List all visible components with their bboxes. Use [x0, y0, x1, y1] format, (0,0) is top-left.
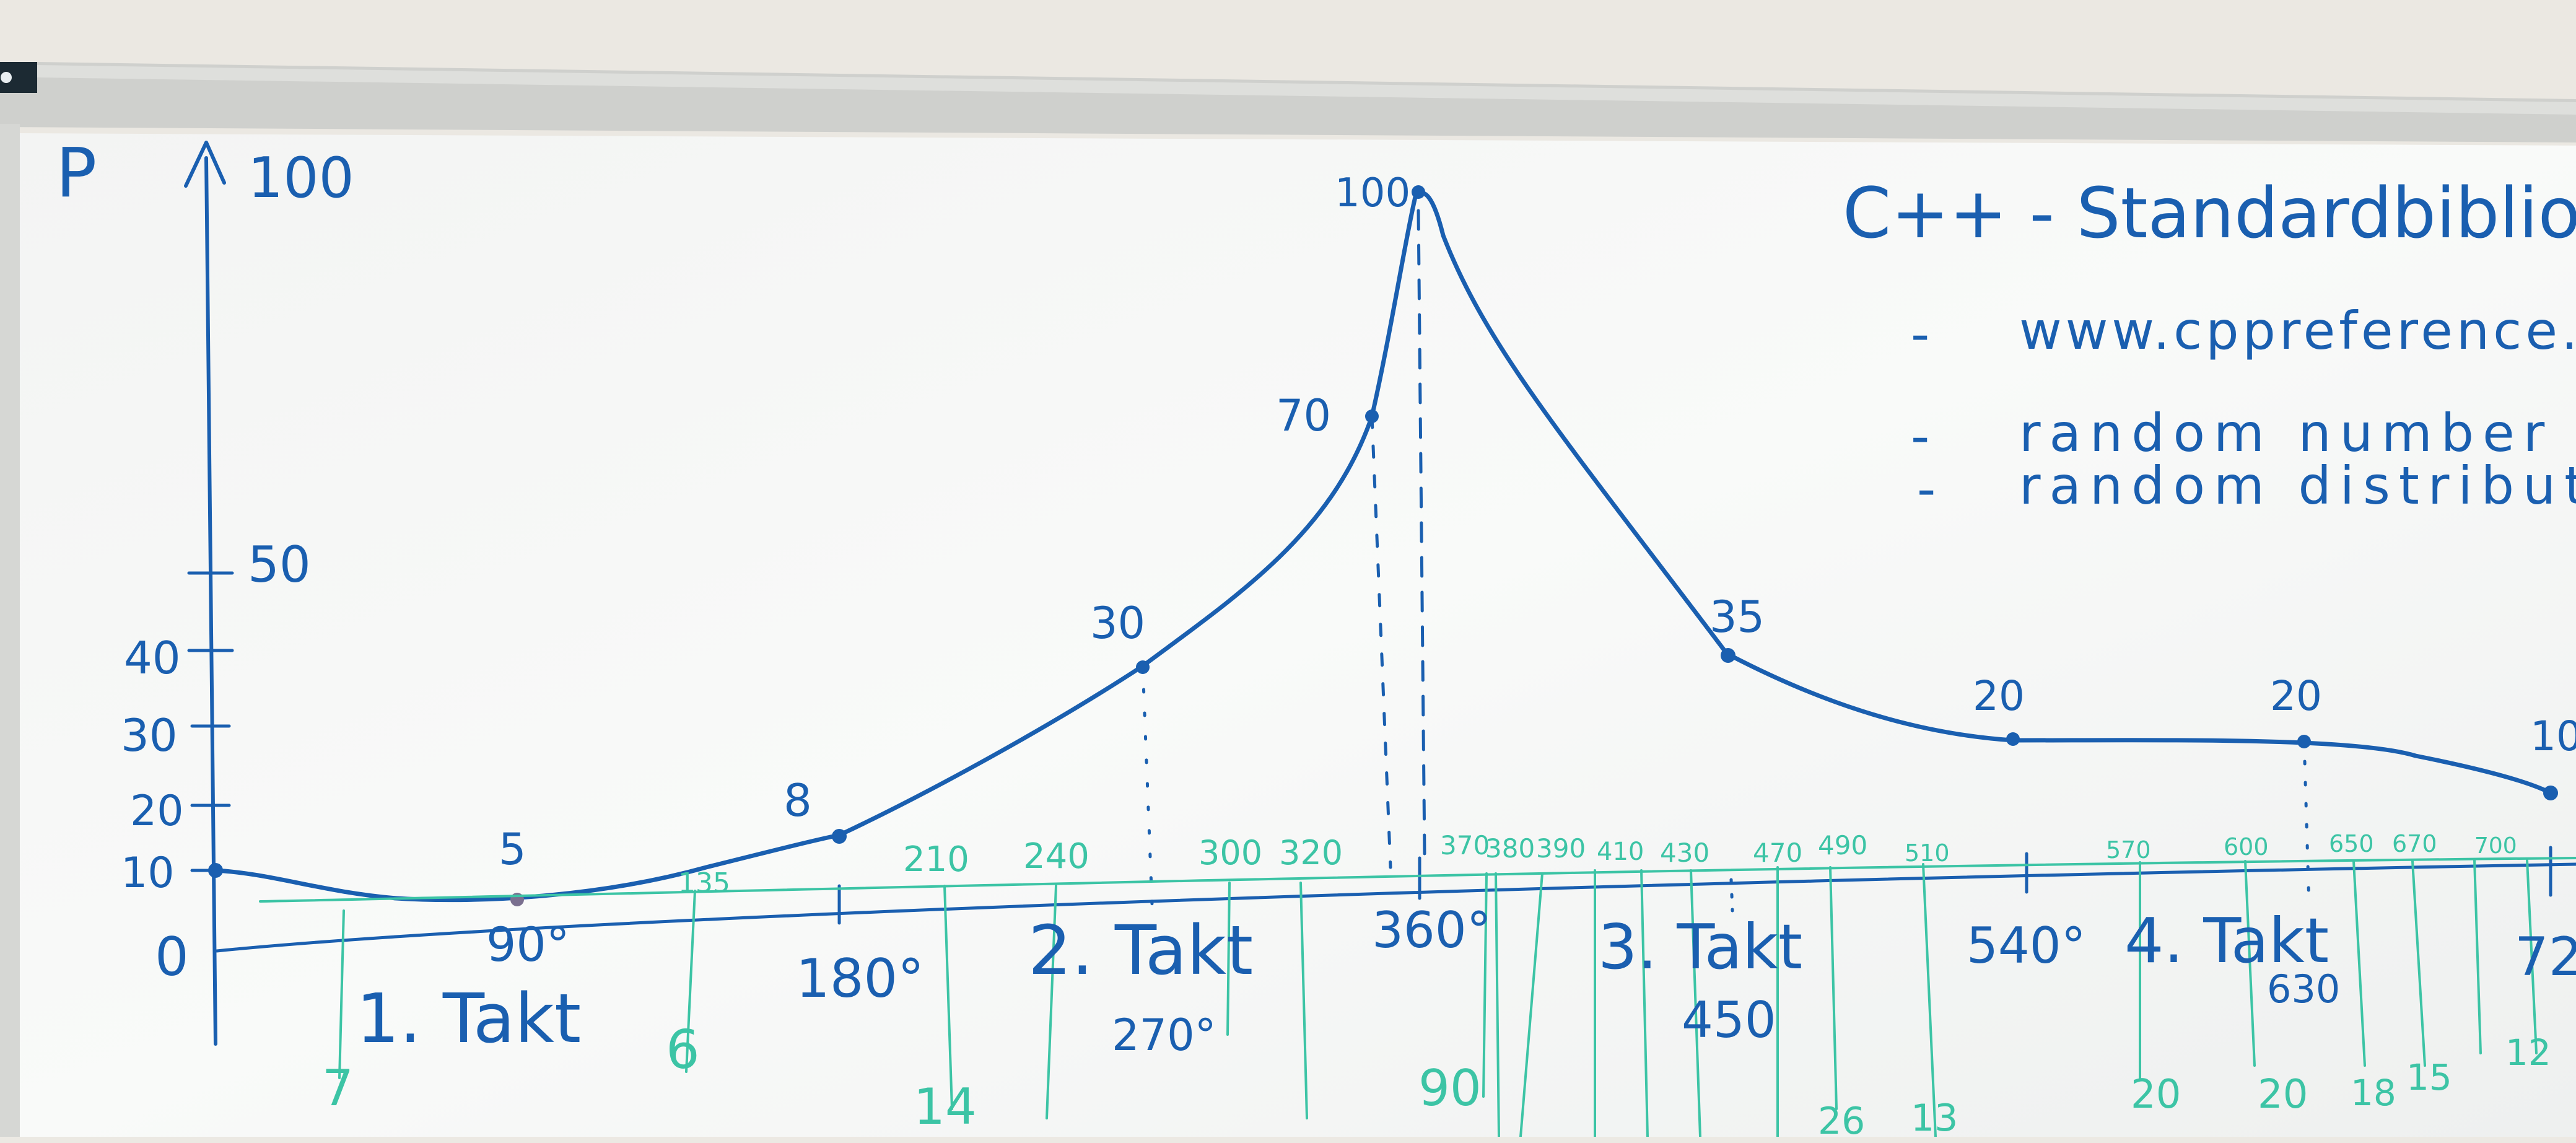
- green-label: 14: [914, 1078, 977, 1136]
- point-label-70: 70: [1276, 390, 1332, 441]
- point-label-100: 100: [1335, 170, 1411, 216]
- note-text: random distribut: [2019, 455, 2576, 516]
- y-tick-20: 20: [130, 787, 184, 836]
- green-label: 410: [1597, 838, 1644, 866]
- green-label: 15: [2406, 1056, 2452, 1098]
- green-label: 20: [2131, 1072, 2181, 1118]
- angle-360: 360°: [1372, 901, 1491, 959]
- green-label: 380: [1485, 833, 1535, 864]
- y-tick-0: 0: [155, 926, 189, 988]
- note-text: random number g: [2019, 403, 2576, 463]
- takt-1: 1. Takt: [356, 979, 582, 1058]
- green-label: 12: [2505, 1031, 2551, 1074]
- green-label: 650: [2329, 830, 2374, 857]
- green-label: 700: [2474, 833, 2517, 859]
- point-label-10: 10: [2530, 712, 2576, 760]
- note-bullet: -: [1911, 304, 1930, 364]
- point-label-35: 35: [1709, 592, 1765, 642]
- green-label: 18: [2351, 1072, 2396, 1114]
- green-label: 7: [322, 1059, 354, 1117]
- y-tick-50: 50: [248, 536, 311, 593]
- green-label: 210: [903, 839, 969, 880]
- angle-540: 540°: [1967, 917, 2086, 974]
- green-label: 6: [666, 1019, 700, 1081]
- green-label: 600: [2224, 833, 2269, 861]
- green-label: 13: [1911, 1097, 1958, 1140]
- takt-4: 4. Takt: [2124, 904, 2329, 977]
- green-label: 510: [1905, 839, 1950, 867]
- angle-720: 72: [2515, 926, 2576, 988]
- y-axis-label: P: [56, 133, 97, 212]
- green-label: 470: [1753, 838, 1803, 868]
- y-tick-10: 10: [121, 849, 175, 898]
- green-axis: [259, 857, 2576, 903]
- point-label-20a: 20: [1973, 672, 2025, 720]
- y-tick-100: 100: [248, 146, 354, 211]
- angle-180: 180°: [796, 948, 925, 1010]
- point-label-20b: 20: [2270, 672, 2322, 720]
- green-label: 26: [1818, 1100, 1866, 1143]
- y-axis-arrow-icon: [184, 141, 226, 188]
- green-label: 390: [1536, 833, 1586, 864]
- angle-450: 450: [1682, 991, 1776, 1049]
- y-tick-30: 30: [121, 709, 178, 761]
- green-label: 90: [1418, 1059, 1482, 1117]
- note-bullet: -: [1917, 458, 1936, 519]
- green-label: 490: [1818, 830, 1868, 861]
- green-label: 300: [1198, 833, 1263, 872]
- green-label: 670: [2392, 830, 2437, 857]
- point-label-8: 8: [784, 774, 812, 826]
- green-label: 320: [1279, 833, 1343, 872]
- green-label: 570: [2106, 836, 2151, 864]
- note-text: www.cppreference.c: [2019, 300, 2576, 361]
- notes-title: C++ - Standardbibliothe: [1843, 173, 2576, 254]
- green-label: 240: [1023, 836, 1089, 877]
- point-label-30: 30: [1090, 598, 1146, 649]
- green-label: 430: [1660, 838, 1710, 868]
- green-label: 370: [1440, 830, 1490, 861]
- takt-3: 3. Takt: [1598, 911, 1803, 983]
- note-bullet: -: [1911, 406, 1930, 466]
- x-axis: [215, 862, 2576, 953]
- whiteboard-surface: [19, 133, 2576, 1137]
- angle-270: 270°: [1112, 1010, 1216, 1061]
- green-label: 135: [678, 867, 730, 899]
- pressure-curve: [213, 191, 2553, 903]
- point-label-5: 5: [499, 824, 526, 875]
- green-label: 20: [2258, 1072, 2308, 1118]
- frame-screw-icon: [1, 72, 12, 83]
- takt-2: 2. Takt: [1028, 911, 1254, 990]
- y-tick-40: 40: [124, 632, 181, 684]
- angle-630: 630: [2267, 966, 2341, 1012]
- y-axis: [204, 156, 217, 1046]
- angle-90: 90°: [486, 917, 570, 972]
